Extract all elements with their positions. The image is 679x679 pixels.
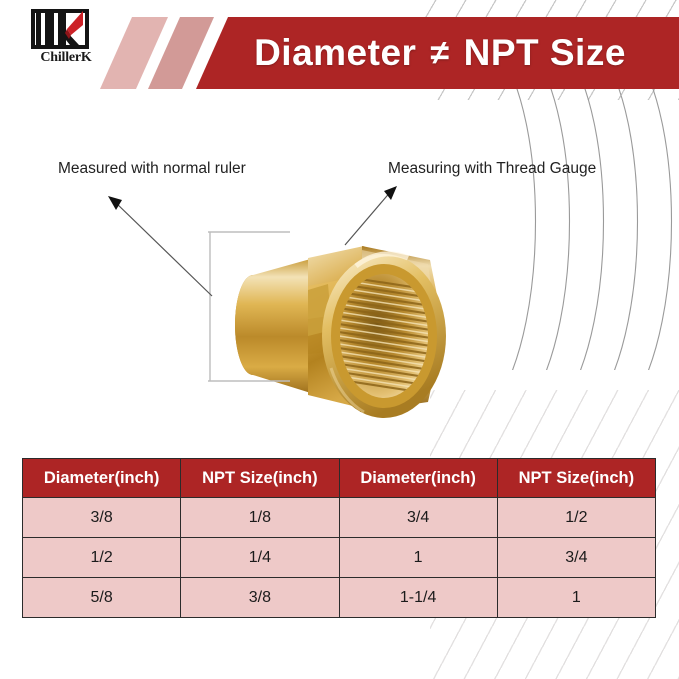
concentric-arcs-icon	[511, 80, 673, 370]
table-cell: 1/8	[180, 497, 340, 538]
table-cell: 1/2	[496, 497, 657, 538]
table-header-cell: Diameter(inch)	[338, 458, 498, 498]
not-equal-icon: ≠	[430, 33, 450, 72]
table-header-cell: NPT Size(inch)	[496, 458, 657, 498]
page-title-left: Diameter	[254, 32, 417, 73]
table-cell: 3/8	[180, 577, 340, 618]
table-cell: 1-1/4	[338, 577, 498, 618]
chillerk-mark-icon	[31, 9, 89, 49]
table-row: 1/2 1/4 1 3/4	[21, 537, 657, 578]
annotation-right-label: Measuring with Thread Gauge	[388, 160, 597, 177]
spec-table: Diameter(inch) NPT Size(inch) Diameter(i…	[21, 458, 657, 618]
table-cell: 3/4	[338, 497, 498, 538]
table-cell: 3/4	[496, 537, 657, 578]
table-cell: 1	[496, 577, 657, 618]
table-header-row: Diameter(inch) NPT Size(inch) Diameter(i…	[21, 458, 657, 498]
product-photo-brass-fitting	[235, 246, 446, 418]
leader-arrow-left-icon	[108, 196, 213, 297]
table-cell: 1/2	[21, 537, 182, 578]
annotation-left-label: Measured with normal ruler	[58, 160, 246, 177]
table-cell: 1	[338, 537, 498, 578]
table-cell: 5/8	[21, 577, 182, 618]
table-header-cell: Diameter(inch)	[21, 458, 182, 498]
brand-name: ChillerK	[40, 50, 92, 65]
brand-logo: ChillerK	[27, 9, 105, 71]
table-header-cell: NPT Size(inch)	[180, 458, 340, 498]
leader-arrow-right-icon	[344, 186, 397, 246]
page-title: Diameter ≠ NPT Size	[205, 24, 675, 82]
page-title-right: NPT Size	[463, 32, 626, 73]
measurement-bracket-icon	[208, 231, 290, 382]
table-cell: 1/4	[180, 537, 340, 578]
table-row: 3/8 1/8 3/4 1/2	[21, 497, 657, 538]
table-cell: 3/8	[21, 497, 182, 538]
table-row: 5/8 3/8 1-1/4 1	[21, 577, 657, 618]
